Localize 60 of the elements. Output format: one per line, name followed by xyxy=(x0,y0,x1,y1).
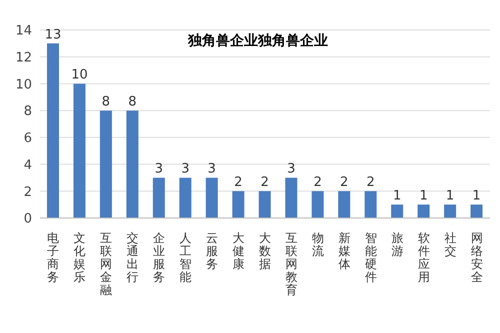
data-label: 1 xyxy=(446,188,454,204)
data-label: 2 xyxy=(340,175,348,190)
bar xyxy=(179,178,192,218)
bar xyxy=(73,84,86,218)
bar xyxy=(418,204,430,218)
data-label: 10 xyxy=(71,68,88,83)
x-tick-label: 大数据 xyxy=(259,231,271,271)
x-tick-label: 大健康 xyxy=(232,231,245,271)
data-label: 1 xyxy=(392,188,402,204)
bar xyxy=(285,178,298,218)
data-label: 3 xyxy=(154,162,164,177)
bar xyxy=(152,178,165,218)
data-label: 3 xyxy=(181,162,190,177)
bar xyxy=(126,110,138,218)
y-tick-label: 2 xyxy=(24,184,32,200)
y-tick-label: 0 xyxy=(24,212,32,227)
x-tick-label: 智能硬件 xyxy=(364,231,377,284)
x-tick-label: 物流 xyxy=(312,231,324,258)
y-tick-label: 4 xyxy=(24,158,32,173)
bar xyxy=(338,191,350,218)
y-tick-label: 6 xyxy=(24,131,32,146)
data-label: 8 xyxy=(128,94,137,110)
bar xyxy=(312,191,324,218)
data-label: 1 xyxy=(472,188,481,204)
data-label: 2 xyxy=(366,175,375,190)
x-tick-label: 网络安全 xyxy=(470,231,483,284)
bar xyxy=(232,191,244,218)
bar xyxy=(47,43,59,218)
x-tick-label: 人工智能 xyxy=(180,231,192,284)
y-tick-label: 14 xyxy=(15,24,32,39)
y-tick-label: 8 xyxy=(24,104,32,120)
data-label: 1 xyxy=(419,188,428,204)
bar xyxy=(470,204,483,218)
x-tick-label: 软件应用 xyxy=(418,231,430,284)
data-label: 13 xyxy=(44,27,62,42)
bar xyxy=(100,110,112,218)
x-tick-label: 电子商务 xyxy=(47,231,60,284)
x-tick-label: 互联网金融 xyxy=(100,231,112,297)
data-label: 2 xyxy=(260,175,269,190)
data-label: 2 xyxy=(314,175,322,190)
x-tick-label: 社交 xyxy=(444,231,456,258)
bar xyxy=(258,191,271,218)
x-tick-label: 新媒体 xyxy=(338,231,350,271)
x-tick-label: 交通出行 xyxy=(126,231,139,284)
bar xyxy=(364,191,377,218)
chart-title: 独角兽企业独角兽企业 xyxy=(186,32,329,50)
x-tick-label: 企业服务 xyxy=(153,231,166,284)
x-tick-label: 文化娱乐 xyxy=(74,231,86,284)
x-tick-label: 旅游 xyxy=(391,231,404,258)
x-tick-label: 互联网教育 xyxy=(285,231,298,297)
data-label: 2 xyxy=(234,175,242,190)
x-tick-label: 云服务 xyxy=(206,231,218,271)
data-label: 3 xyxy=(208,162,216,177)
y-tick-label: 10 xyxy=(15,77,32,92)
data-label: 8 xyxy=(102,94,110,110)
y-tick-label: 12 xyxy=(15,50,32,66)
data-label: 3 xyxy=(287,162,296,177)
bar xyxy=(206,178,218,218)
bar xyxy=(444,204,456,218)
bar xyxy=(391,204,404,218)
